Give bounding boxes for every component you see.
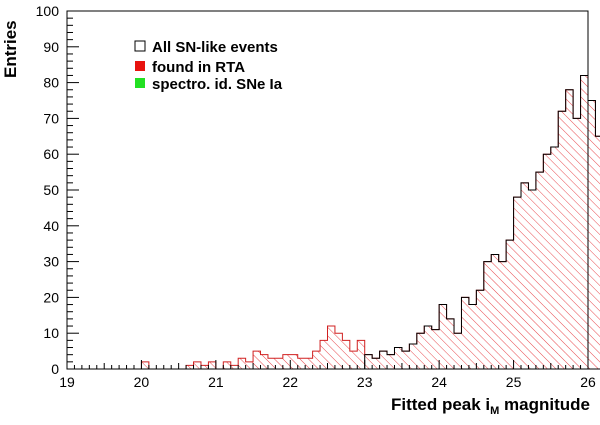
rta-bar: [305, 358, 313, 369]
rta-bar: [387, 354, 395, 369]
x-tick-label: 26: [580, 374, 596, 390]
rta-bar: [409, 343, 417, 369]
rta-bar: [483, 261, 492, 369]
x-tick-label: 21: [208, 374, 224, 390]
rta-bar: [431, 329, 440, 369]
rta-bar: [535, 172, 544, 369]
rta-bar: [580, 75, 588, 369]
rta-bar: [245, 361, 254, 369]
rta-bar: [357, 340, 365, 369]
rta-bar: [238, 358, 246, 369]
rta-bar: [253, 351, 261, 369]
rta-bar: [468, 304, 477, 369]
y-tick-label: 100: [36, 3, 60, 19]
rta-bar: [394, 347, 402, 369]
rta-bar: [282, 354, 291, 369]
y-tick-label: 50: [43, 182, 59, 198]
rta-bar: [334, 333, 343, 369]
rta-bar: [491, 254, 499, 369]
x-axis-label-subscript: M: [490, 405, 499, 417]
rta-bar: [439, 304, 447, 369]
rta-bar: [297, 358, 306, 369]
rta-bar: [565, 89, 574, 369]
rta-bar: [320, 340, 328, 369]
rta-bar: [349, 351, 358, 369]
axes: 19 20 21 22 23 24 25 26 0 10 20 30 40 50 60 70 80 90 100: [36, 3, 596, 390]
rta-bar: [372, 358, 380, 369]
x-tick-label: 22: [282, 374, 298, 390]
rta-bar: [342, 340, 350, 369]
y-tick-label: 0: [51, 361, 59, 377]
rta-bar: [543, 154, 551, 369]
x-tick-label: 19: [59, 374, 75, 390]
rta-bar: [506, 240, 514, 369]
rta-bar: [461, 297, 469, 369]
rta-bar: [454, 333, 462, 369]
rta-bar: [498, 261, 507, 369]
legend-label-rta: found in RTA: [152, 59, 245, 76]
y-axis-label: Entries: [1, 20, 20, 78]
legend-label-all: All SN-like events: [152, 39, 278, 56]
rta-bar: [401, 351, 410, 369]
y-tick-label: 40: [43, 218, 59, 234]
y-tick-label: 30: [43, 254, 59, 270]
rta-bar: [230, 365, 239, 369]
rta-bar: [275, 358, 283, 369]
y-tick-label: 90: [43, 39, 59, 55]
rta-bar: [193, 361, 201, 369]
x-tick-label: 23: [357, 374, 373, 390]
rta-bar: [290, 354, 298, 369]
legend-swatch-spectro: [135, 78, 145, 88]
rta-bar: [573, 118, 581, 370]
rta-bar: [364, 354, 373, 369]
rta-bar: [267, 358, 276, 369]
y-tick-label: 10: [43, 325, 59, 341]
x-tick-label: 24: [431, 374, 447, 390]
rta-bar: [550, 147, 559, 369]
x-axis-label: Fitted peak iM magnitude: [391, 395, 590, 417]
rta-bar: [141, 361, 149, 369]
rta-bar: [424, 326, 432, 369]
rta-bar: [416, 333, 425, 369]
rta-bar: [476, 290, 484, 369]
rta-bar: [312, 351, 321, 369]
rta-bars: [141, 75, 600, 370]
rta-bar: [260, 354, 268, 369]
rta-bar: [327, 326, 335, 369]
rta-bar: [588, 100, 596, 369]
x-tick-label: 20: [134, 374, 150, 390]
x-axis-label-main: Fitted peak i: [391, 395, 490, 414]
rta-bar: [186, 365, 194, 369]
legend-label-spectro: spectro. id. SNe Ia: [152, 76, 283, 93]
rta-bar: [208, 361, 216, 369]
x-tick-label: 25: [506, 374, 522, 390]
y-tick-label: 80: [43, 75, 59, 91]
plot-area: [67, 74, 600, 370]
rta-bar: [379, 351, 388, 369]
rta-bar: [595, 136, 600, 369]
y-tick-label: 70: [43, 110, 59, 126]
rta-bar: [200, 365, 209, 369]
rta-bar: [513, 197, 522, 369]
rta-bar: [223, 361, 231, 369]
legend-swatch-all: [134, 40, 146, 52]
x-axis-label-tail: magnitude: [499, 395, 590, 414]
rta-bar: [558, 111, 566, 370]
rta-bar: [521, 182, 529, 369]
y-tick-label: 20: [43, 289, 59, 305]
rta-bar: [528, 190, 536, 369]
y-tick-label: 60: [43, 146, 59, 162]
legend-swatch-rta: [135, 61, 145, 71]
legend: All SN-like events found in RTA spectro.…: [134, 39, 283, 93]
rta-bar: [446, 318, 455, 369]
